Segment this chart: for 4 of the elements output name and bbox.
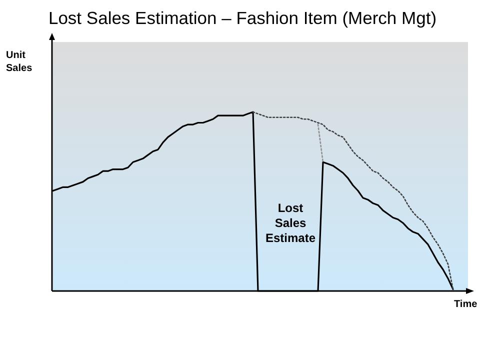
x-axis-title: Time [454, 299, 478, 310]
y-axis-title: Unit Sales [6, 50, 33, 74]
chart-title: Lost Sales Estimation – Fashion Item (Merch Mgt) [48, 8, 437, 28]
annotation: Lost Sales Estimate [265, 201, 316, 245]
